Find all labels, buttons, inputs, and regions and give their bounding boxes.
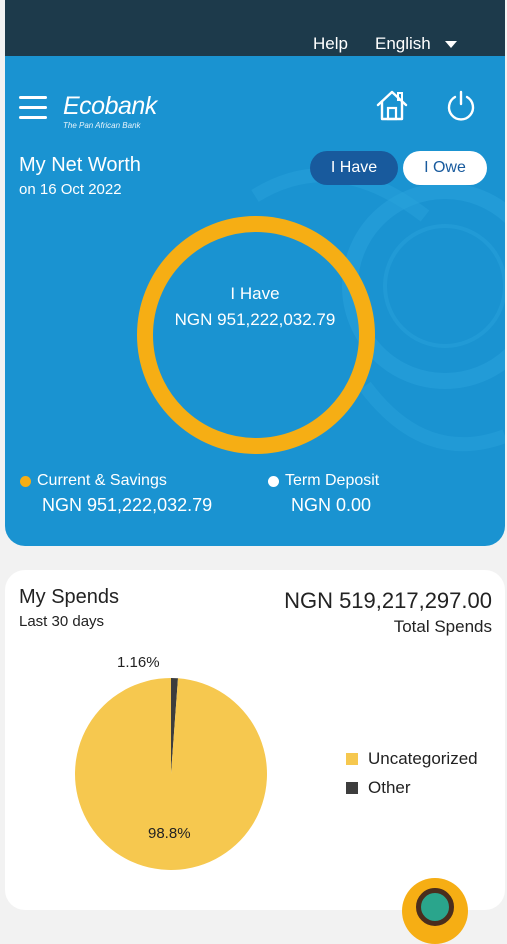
- legend-swatch-other: [346, 782, 358, 794]
- current-savings-label: Current & Savings: [37, 472, 167, 489]
- help-link[interactable]: Help: [313, 34, 348, 53]
- pie-label-other: 1.16%: [117, 654, 160, 671]
- pie-label-uncategorized: 98.8%: [148, 825, 191, 842]
- caret-down-icon[interactable]: [445, 41, 457, 48]
- spends-title: My Spends: [19, 586, 120, 608]
- legend-uncategorized[interactable]: Uncategorized: [368, 749, 478, 768]
- net-worth-card: My Net Worth on 16 Oct 2022 I Have I Owe…: [5, 136, 505, 546]
- pie-slice-uncategorized[interactable]: [74, 678, 267, 870]
- net-worth-date: on 16 Oct 2022: [19, 181, 122, 198]
- chat-assistant-avatar[interactable]: [402, 878, 468, 944]
- spends-pie-chart[interactable]: [73, 676, 269, 872]
- ring-amount: NGN 951,222,032.79: [174, 310, 336, 329]
- power-icon[interactable]: [445, 90, 477, 122]
- top-utility-bar: Help English: [5, 0, 505, 56]
- assistant-face-icon: [416, 888, 454, 926]
- term-deposit-dot: [268, 476, 279, 487]
- i-owe-toggle[interactable]: I Owe: [403, 151, 487, 185]
- net-worth-ring: [137, 216, 375, 454]
- my-spends-card: My Spends Last 30 days NGN 519,217,297.0…: [5, 570, 505, 910]
- language-selector[interactable]: English: [375, 34, 431, 53]
- app-header: Ecobank The Pan African Bank: [5, 56, 505, 136]
- menu-icon[interactable]: [19, 96, 47, 120]
- brand-tagline: The Pan African Bank: [63, 121, 141, 130]
- term-deposit-amount: NGN 0.00: [291, 495, 372, 515]
- current-savings-amount: NGN 951,222,032.79: [42, 495, 213, 515]
- legend-other[interactable]: Other: [368, 778, 411, 797]
- ring-label: I Have: [230, 284, 280, 303]
- spends-period: Last 30 days: [19, 613, 105, 630]
- net-worth-title: My Net Worth: [19, 154, 141, 176]
- current-savings-dot: [20, 476, 31, 487]
- term-deposit-label: Term Deposit: [285, 472, 380, 489]
- legend-swatch-uncategorized: [346, 753, 358, 765]
- total-spends-amount: NGN 519,217,297.00: [284, 588, 492, 613]
- total-spends-label: Total Spends: [393, 617, 492, 636]
- brand-logo: Ecobank: [63, 92, 157, 120]
- i-have-toggle[interactable]: I Have: [310, 151, 398, 185]
- home-icon[interactable]: [375, 88, 409, 122]
- pie-slice-other[interactable]: [171, 678, 178, 774]
